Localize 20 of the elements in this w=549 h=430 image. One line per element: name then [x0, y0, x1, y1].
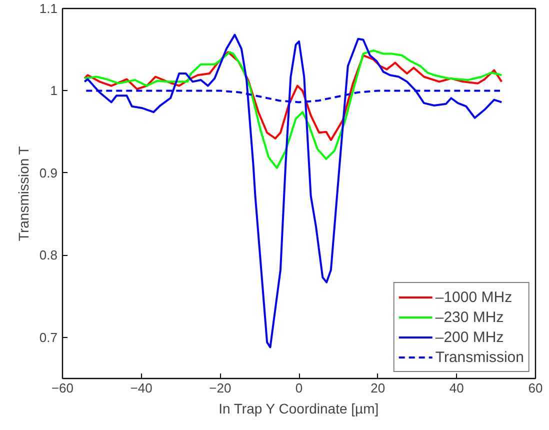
y-tick-label: 0.8 — [39, 248, 58, 263]
y-tick-label: 1 — [50, 83, 58, 98]
x-tick-label: 40 — [449, 380, 464, 396]
x-tick-label: 20 — [370, 380, 386, 396]
y-tick-label: 0.7 — [39, 330, 58, 345]
y-axis-title: Transmission T — [15, 146, 32, 242]
line-series — [84, 49, 503, 170]
legend-label: Transmission — [435, 348, 524, 367]
x-tick-label: 60 — [528, 380, 543, 396]
legend-label: –1000 MHz — [435, 288, 512, 307]
x-axis-title: In Trap Y Coordinate [µm] — [218, 400, 379, 416]
x-tick-label: 0 — [295, 380, 303, 396]
legend-label: –230 MHz — [435, 308, 504, 327]
x-tick-label: −20 — [209, 380, 232, 396]
y-tick-label: 1.1 — [39, 1, 58, 16]
line-series — [84, 51, 503, 142]
x-tick-label: −40 — [130, 380, 152, 396]
x-tick-label: −60 — [51, 380, 74, 396]
legend-label: –200 MHz — [435, 328, 504, 347]
y-tick-label: 0.9 — [39, 165, 58, 180]
